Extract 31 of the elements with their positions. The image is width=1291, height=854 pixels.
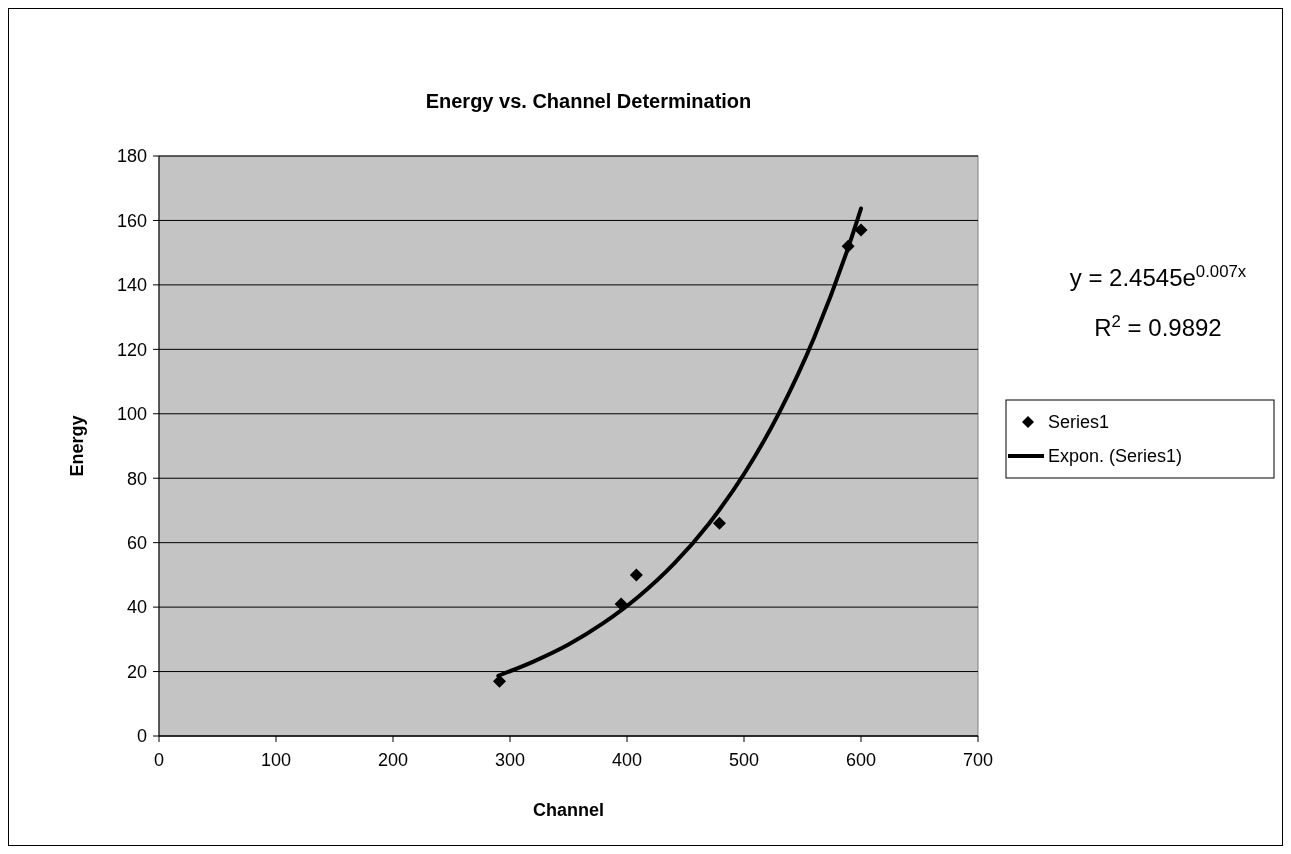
chart-title: Energy vs. Channel Determination [425, 90, 752, 112]
y-tick-label: 80 [126, 468, 147, 489]
y-tick-label: 160 [116, 210, 147, 231]
y-tick-label: 180 [116, 146, 147, 167]
x-tick-label: 700 [962, 750, 994, 770]
x-axis-title: Channel [532, 800, 605, 820]
x-tick-label: 400 [611, 750, 643, 770]
y-tick-label: 40 [126, 597, 147, 618]
x-tick-label: 200 [377, 750, 409, 770]
y-tick-label: 140 [116, 275, 147, 296]
y-tick-label: 120 [116, 339, 147, 360]
point [629, 568, 643, 582]
x-tick-label: 600 [845, 750, 877, 770]
point [614, 597, 628, 611]
point [841, 239, 855, 253]
legend-label: Series1 [1048, 412, 1110, 433]
x-tick-label: 500 [728, 750, 760, 770]
point [854, 223, 868, 237]
point [712, 516, 726, 530]
x-tick-label: 300 [494, 750, 526, 770]
x-tick-label: 100 [260, 750, 292, 770]
y-tick-label: 60 [126, 532, 147, 553]
point [492, 674, 506, 688]
y-tick-label: 0 [136, 726, 147, 747]
x-tick-label: 0 [153, 750, 165, 770]
text: R$^{2}$ = 0.9892 [1094, 311, 1222, 341]
y-tick-label: 20 [126, 661, 147, 682]
y-tick-label: 100 [116, 404, 147, 425]
y-axis-title: Energy [67, 415, 87, 477]
legend-label: Expon. (Series1) [1048, 446, 1183, 467]
text: y = 2.4545e$^{0.007x}$ [1069, 261, 1247, 291]
